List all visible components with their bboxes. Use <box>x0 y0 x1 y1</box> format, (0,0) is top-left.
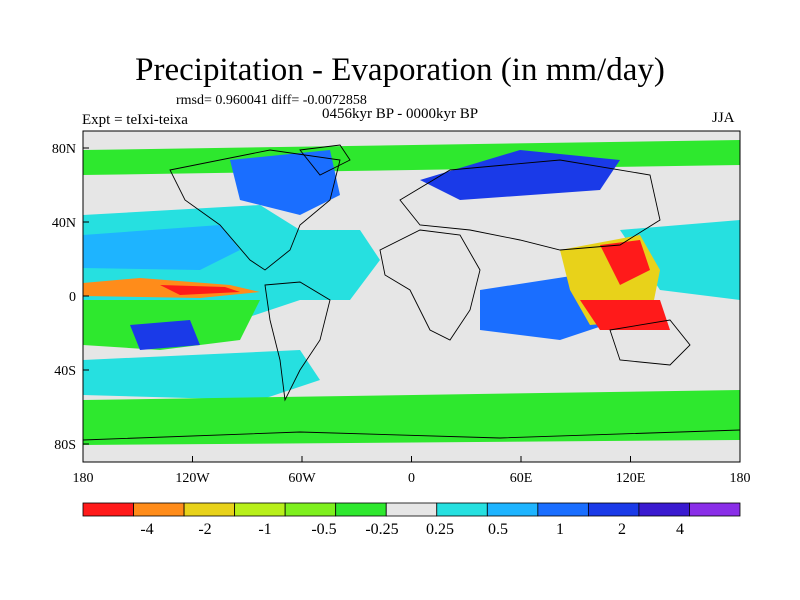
southern-ocean-cyan <box>83 350 320 400</box>
lat-ticks <box>83 147 89 445</box>
colorbar-label: -1 <box>258 521 271 538</box>
lon-label-60w: 60W <box>288 471 316 486</box>
coastlines <box>82 144 741 441</box>
colorbar-box <box>284 502 337 517</box>
lon-label-180w: 180 <box>73 471 94 486</box>
lon-label-180e: 180 <box>730 471 751 486</box>
colorbar-box <box>537 502 589 517</box>
colorbar-label: -4 <box>140 521 153 538</box>
lon-label-120e: 120E <box>616 471 646 486</box>
lon-label-120w: 120W <box>175 471 210 486</box>
west-pacific-cyan-region <box>620 220 740 300</box>
greenland-outline <box>299 144 351 176</box>
indonesia-red-patch <box>580 300 670 330</box>
colorbar-box <box>486 502 539 517</box>
atlantic-cyan-region <box>300 230 380 300</box>
lat-label-80n: 80N <box>52 142 76 157</box>
colorbar-box <box>133 502 185 517</box>
colorbar-box <box>385 502 438 517</box>
itcz-red-core <box>160 285 240 295</box>
colorbar-box <box>234 502 286 517</box>
colorbar-box <box>183 502 236 517</box>
north-pacific-blue-band <box>83 225 240 270</box>
experiment-label: Expt = teIxi-teixa <box>82 112 188 128</box>
eurasia-dark-blue-patch <box>420 150 620 200</box>
colorbar-label: 0.5 <box>488 521 508 538</box>
south-america-outline <box>264 281 331 402</box>
map-field <box>83 131 740 462</box>
south-pacific-dark-blue-patch <box>130 320 200 350</box>
colorbar-label: 4 <box>676 521 684 538</box>
colorbar-label: -2 <box>198 521 211 538</box>
lat-label-0: 0 <box>69 290 76 305</box>
africa-outline <box>379 229 481 341</box>
colorbar-box <box>436 502 488 517</box>
colorbar-box <box>638 502 690 517</box>
period-subtitle: 0456kyr BP - 0000kyr BP <box>322 106 479 122</box>
lat-label-40s: 40S <box>54 364 76 379</box>
colorbar-box <box>587 502 640 517</box>
stats-subtitle: rmsd= 0.960041 diff= -0.0072858 <box>176 93 367 108</box>
north-america-outline <box>169 149 341 271</box>
lon-ticks <box>82 456 741 462</box>
colorbar-labels: -4 -2 -1 -0.5 -0.25 0.25 0.5 1 2 4 <box>140 521 684 538</box>
lon-label-60e: 60E <box>510 471 533 486</box>
australia-outline <box>609 319 691 366</box>
lat-label-80s: 80S <box>54 438 76 453</box>
lat-label-40n: 40N <box>52 216 76 231</box>
southern-green-band <box>83 390 740 445</box>
colorbar-label: 1 <box>556 521 564 538</box>
antarctica-outline <box>82 429 741 441</box>
colorbar <box>82 502 741 517</box>
colorbar-label: 2 <box>618 521 626 538</box>
colorbar-box <box>82 502 134 517</box>
colorbar-label: -0.25 <box>365 521 398 538</box>
colorbar-label: 0.25 <box>426 521 454 538</box>
chart-title: Precipitation - Evaporation (in mm/day) <box>135 52 665 88</box>
lon-label-0: 0 <box>408 471 415 486</box>
colorbar-box <box>689 502 741 517</box>
eurasia-outline <box>399 159 661 251</box>
colorbar-box <box>335 502 387 517</box>
south-asia-red-patch <box>600 240 650 285</box>
season-label: JJA <box>712 110 735 126</box>
colorbar-label: -0.5 <box>311 521 336 538</box>
